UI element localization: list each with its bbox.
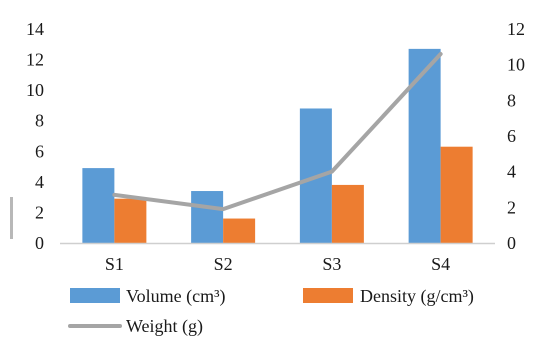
legend-label-volume: Volume (cm³)	[126, 286, 226, 307]
left-tick-label: 2	[35, 202, 44, 222]
right-axis-ticks: 0 2 4 6 8 10 12	[507, 19, 525, 253]
bar-density-s3	[331, 184, 364, 243]
right-tick-label: 10	[507, 55, 525, 75]
bar-volume-s1	[82, 168, 115, 243]
left-tick-label: 14	[26, 19, 44, 39]
bar-volume-s2	[191, 191, 224, 243]
category-label-s4: S4	[431, 254, 450, 274]
legend: Volume (cm³) Density (g/cm³) Weight (g)	[68, 286, 474, 337]
bar-density-s1	[114, 198, 147, 243]
line-group	[112, 51, 443, 212]
category-label-s2: S2	[214, 254, 233, 274]
category-label-s1: S1	[105, 254, 124, 274]
weight-line	[112, 51, 443, 212]
right-tick-label: 4	[507, 162, 516, 182]
legend-label-weight: Weight (g)	[126, 316, 203, 337]
legend-swatch-density	[303, 288, 353, 303]
category-label-s3: S3	[322, 254, 341, 274]
left-tick-label: 0	[35, 233, 44, 253]
left-tick-label: 10	[26, 80, 44, 100]
left-tick-label: 6	[35, 141, 44, 161]
left-axis-ticks: 0 2 4 6 8 10 12 14	[26, 19, 44, 253]
bar-volume-s4	[408, 48, 441, 243]
right-tick-label: 12	[507, 19, 525, 39]
bars-group	[82, 48, 473, 243]
left-tick-label: 8	[35, 111, 44, 131]
right-tick-label: 0	[507, 233, 516, 253]
left-tick-label: 12	[26, 50, 44, 70]
legend-swatch-volume	[70, 288, 120, 303]
bar-density-s4	[440, 146, 473, 243]
right-tick-label: 8	[507, 90, 516, 110]
left-tick-label: 4	[35, 172, 44, 192]
right-tick-label: 6	[507, 126, 516, 146]
left-edge-mark	[10, 197, 13, 239]
category-labels: S1 S2 S3 S4	[105, 254, 450, 274]
bar-density-s2	[223, 218, 256, 243]
right-tick-label: 2	[507, 197, 516, 217]
legend-label-density: Density (g/cm³)	[360, 286, 474, 307]
